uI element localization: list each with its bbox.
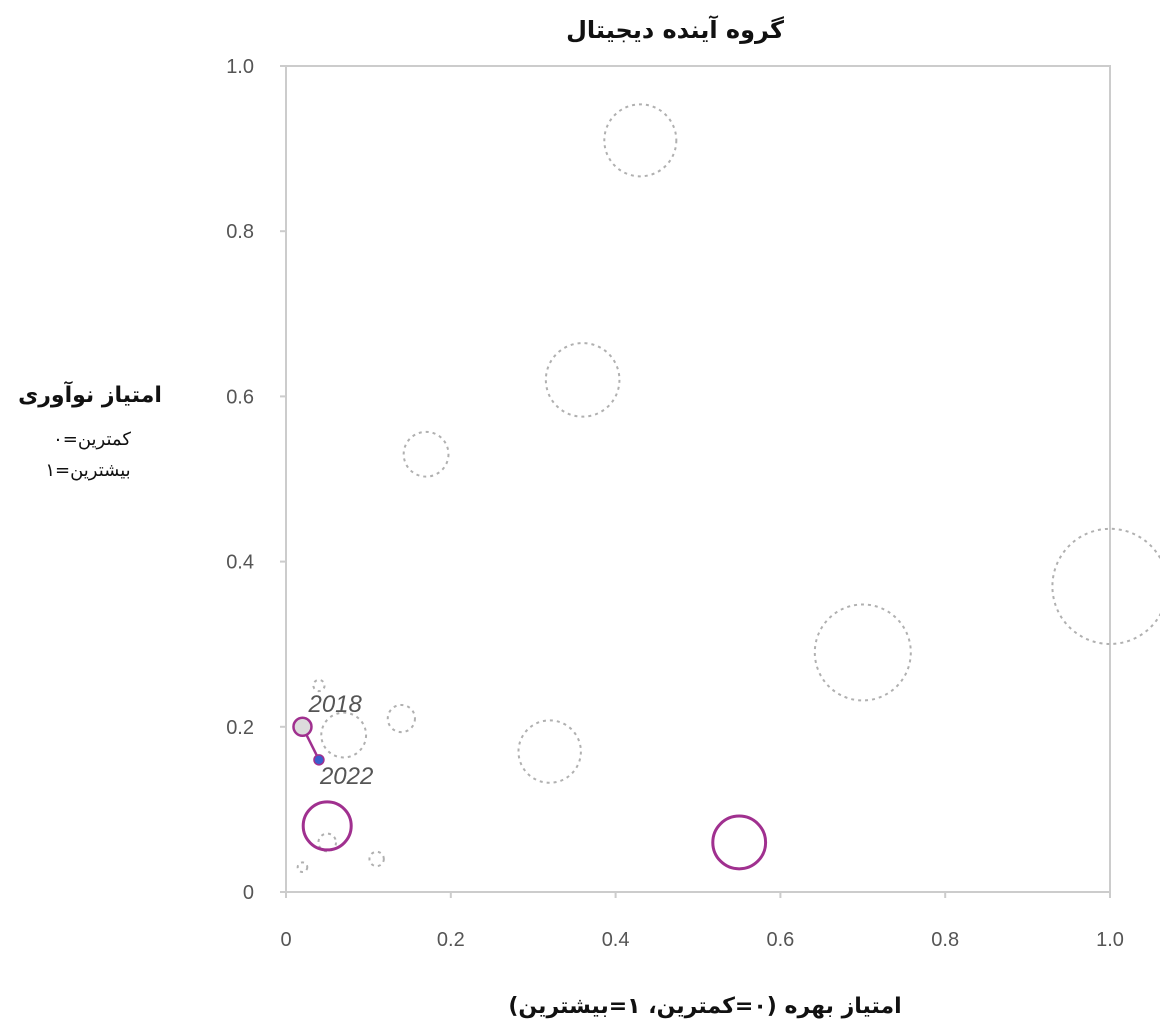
y-axis-label: امتیاز نوآوری ۰=کمترین ۱=بیشترین xyxy=(18,380,162,481)
y-tick-label: 1.0 xyxy=(226,56,254,78)
background-bubble xyxy=(312,678,326,693)
background-bubble xyxy=(813,603,912,702)
background-bubble xyxy=(603,103,678,178)
background-bubble xyxy=(386,703,416,734)
trajectory-2018-2022: 2018 2022 xyxy=(292,691,373,790)
point-2022 xyxy=(313,754,325,766)
background-bubbles xyxy=(296,103,1160,874)
background-bubble xyxy=(368,850,385,868)
x-axis-label: امتیاز بهره (۰=کمترین، ۱=بیشترین) xyxy=(508,994,901,1019)
y-tick-label: 0.8 xyxy=(226,221,254,243)
background-bubble xyxy=(1051,527,1160,645)
x-tick-label: 0.4 xyxy=(602,929,630,951)
highlight-bubbles xyxy=(301,800,768,871)
background-bubble xyxy=(296,861,309,874)
background-bubble xyxy=(402,430,450,478)
chart-title: گروه آینده دیجیتال xyxy=(566,15,784,44)
x-tick-label: 0.6 xyxy=(766,929,794,951)
x-tick-label: 0 xyxy=(280,929,291,951)
y-axis-label-min: ۰=کمترین xyxy=(53,429,131,450)
y-axis-label-title: امتیاز نوآوری xyxy=(18,380,162,408)
x-tick-label: 1.0 xyxy=(1096,929,1124,951)
highlight-bubble xyxy=(301,800,353,852)
x-axis-ticks: 0 0.2 0.4 0.6 0.8 1.0 xyxy=(280,892,1124,951)
label-2018: 2018 xyxy=(307,691,362,718)
y-axis-label-max: ۱=بیشترین xyxy=(45,460,130,481)
y-tick-label: 0.2 xyxy=(226,717,254,739)
x-tick-label: 0.8 xyxy=(931,929,959,951)
background-bubble xyxy=(320,711,368,759)
label-2022: 2022 xyxy=(319,763,373,790)
highlight-bubble xyxy=(711,814,768,871)
y-tick-label: 0.6 xyxy=(226,386,254,408)
background-bubble xyxy=(544,342,621,418)
background-bubble xyxy=(517,719,582,784)
y-tick-label: 0.4 xyxy=(226,552,254,574)
background-bubble xyxy=(317,832,338,853)
plot-area-frame xyxy=(285,65,1111,893)
point-2018 xyxy=(292,716,313,738)
x-tick-label: 0.2 xyxy=(437,929,465,951)
y-axis-ticks: 0 0.2 0.4 0.6 0.8 1.0 xyxy=(226,56,286,904)
y-tick-label: 0 xyxy=(243,882,254,904)
